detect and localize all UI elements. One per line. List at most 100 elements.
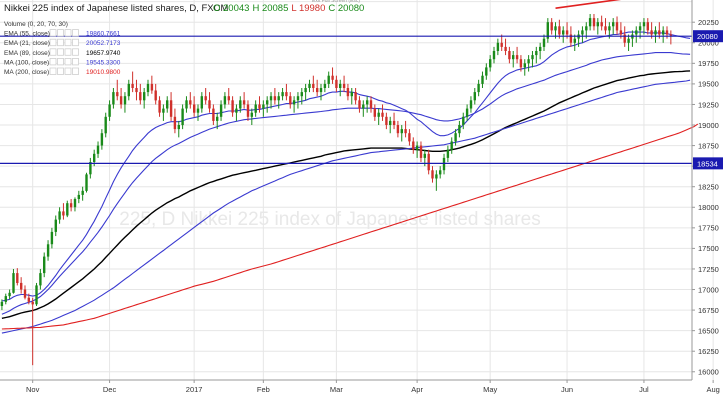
legend-icon-box: [57, 38, 64, 47]
candle-body: [469, 100, 473, 109]
candle-body: [392, 120, 396, 125]
candle-body: [496, 42, 500, 51]
trendline-group[interactable]: [555, 0, 664, 10]
y-tick-label: 16000: [698, 368, 719, 377]
candle-body: [12, 273, 15, 293]
candle-body: [296, 96, 300, 101]
legend-row-name: MA (100, close): [4, 59, 49, 66]
candle-body: [35, 285, 38, 305]
x-tick-label: May: [483, 385, 497, 394]
candle-body: [366, 100, 369, 105]
y-tick-label: 16500: [698, 326, 719, 335]
y-tick-label: 19750: [698, 59, 719, 68]
price-tags: 20080 18534: [693, 30, 723, 170]
candle-body: [389, 120, 392, 125]
legend-row-name: EMA (55, close): [4, 31, 50, 38]
candle-body: [104, 116, 107, 134]
candle-body: [489, 59, 492, 68]
candle-body: [465, 108, 469, 117]
legend-icon-box: [49, 29, 57, 37]
candle-body: [181, 108, 184, 126]
candle-body: [50, 231, 54, 245]
ohlc-part: H 20085: [252, 3, 288, 14]
candle-body: [327, 75, 330, 84]
ohlc-part: O 20043: [213, 3, 249, 14]
candle-body: [596, 22, 599, 27]
candle-body: [131, 83, 134, 88]
candle-body: [231, 100, 234, 113]
candle-body: [427, 153, 430, 171]
candle-body: [108, 104, 111, 117]
candle-body: [542, 38, 546, 47]
x-tick-label: Dec: [103, 385, 117, 394]
candle-body: [412, 141, 415, 150]
candle-body: [477, 83, 480, 93]
watermark: 225, D Nikkei 225 index of Japanese list…: [119, 209, 540, 230]
candle-body: [96, 145, 100, 154]
legend-icon-box: [49, 67, 57, 75]
x-axis: Nov Dec 2017 Feb Mar Apr May Jun Jul Aug: [0, 379, 720, 394]
candle-body: [62, 211, 65, 216]
candle-body: [565, 30, 569, 35]
chart-header: Exit Full Screen (Esc) Nikkei 225 index …: [4, 0, 364, 14]
candle-body: [519, 59, 523, 68]
candle-body: [319, 88, 323, 93]
candle-body: [292, 100, 296, 105]
candle-body: [585, 26, 588, 31]
exit-fullscreen-text[interactable]: Exit Full Screen (Esc): [312, 0, 360, 4]
candle-body: [20, 282, 23, 290]
candle-body: [166, 100, 169, 109]
candle-body: [665, 30, 669, 35]
candle-body: [173, 116, 177, 130]
candle-body: [404, 129, 407, 134]
candle-body: [300, 92, 303, 97]
candle-body: [312, 83, 315, 88]
candle-body: [423, 153, 426, 158]
candle-body: [442, 157, 446, 171]
candle-body: [535, 51, 538, 56]
candle-body: [304, 88, 307, 93]
legend-icon-box: [57, 58, 64, 66]
candle-body: [431, 170, 434, 179]
candle-body: [177, 125, 180, 130]
candle-body: [658, 30, 661, 35]
legend-icon-box: [72, 67, 79, 75]
candle-body: [27, 297, 30, 302]
candle-body: [581, 30, 584, 35]
candle-body: [558, 26, 561, 35]
candle-body: [346, 88, 350, 97]
candle-body: [550, 22, 553, 31]
candle-body: [219, 104, 223, 117]
horizontal-lines[interactable]: [0, 35, 692, 164]
candle-body: [204, 96, 207, 101]
x-tick-label: Mar: [330, 385, 343, 394]
candle-body: [350, 92, 353, 97]
candle-body: [196, 108, 200, 113]
candle-body: [4, 296, 7, 302]
candle-body: [54, 219, 57, 232]
candle-body: [158, 100, 161, 113]
candle-body: [227, 96, 230, 101]
indicator-legend: Volume (0, 20, 70, 30) EMA (55, close) 198…: [4, 21, 121, 76]
legend-icon-box: [57, 67, 64, 75]
candle-body: [189, 100, 192, 105]
candle-body: [481, 75, 484, 84]
candle-body: [627, 38, 630, 43]
candle-body: [242, 100, 246, 105]
x-tick-label: Jul: [639, 385, 649, 394]
candle-body: [8, 292, 11, 297]
candle-body: [454, 133, 457, 142]
legend-icon-box: [64, 58, 72, 66]
candle-body: [462, 116, 465, 125]
candle-body: [250, 112, 253, 117]
candle-body: [185, 100, 188, 109]
candle-body: [615, 22, 619, 31]
candle-body: [419, 145, 423, 158]
candle-body: [269, 96, 273, 101]
candle-body: [146, 83, 150, 93]
candle-body: [100, 133, 104, 146]
candle-body: [592, 18, 596, 27]
candle-body: [554, 26, 557, 31]
y-tick-label: 19250: [698, 100, 719, 109]
